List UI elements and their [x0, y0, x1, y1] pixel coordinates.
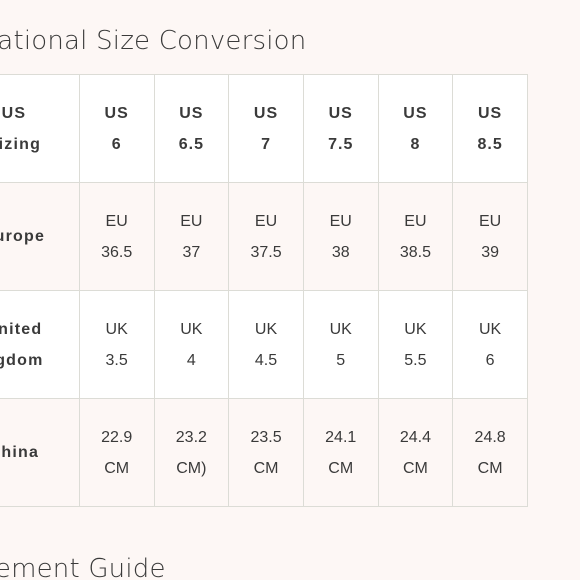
size-cell-text: UK: [453, 314, 527, 345]
size-cell-text: 5: [304, 345, 378, 376]
size-conversion-heading: ernational Size Conversion: [0, 26, 306, 56]
size-cell: 22.9 CM: [79, 399, 154, 507]
size-cell: 24.4 CM: [378, 399, 453, 507]
size-cell-text: CM): [155, 453, 229, 484]
size-cell-text: EU: [229, 206, 303, 237]
size-cell-text: 4: [155, 345, 229, 376]
row-label-text: ngdom: [0, 345, 79, 376]
size-cell: UK 4: [154, 291, 229, 399]
size-cell-text: UK: [155, 314, 229, 345]
size-cell: US 6: [79, 75, 154, 183]
size-cell-text: 5.5: [379, 345, 453, 376]
size-cell-text: EU: [453, 206, 527, 237]
size-cell: UK 4.5: [229, 291, 304, 399]
size-cell-text: 4.5: [229, 345, 303, 376]
size-cell: UK 3.5: [79, 291, 154, 399]
row-label-text: China: [0, 437, 79, 468]
size-cell-text: US: [304, 98, 378, 129]
size-cell-text: 24.1: [304, 422, 378, 453]
size-cell-text: EU: [379, 206, 453, 237]
row-label-text: United: [0, 314, 79, 345]
size-cell-text: 6.5: [155, 129, 229, 160]
size-cell-text: 6: [453, 345, 527, 376]
table-row: China22.9CM23.2CM)23.5CM24.1CM24.4CM24.8…: [0, 399, 528, 507]
size-cell-text: 24.8: [453, 422, 527, 453]
size-conversion-table: USSizingUS6US6.5US7US7.5US8US8.5EuropeEU…: [0, 74, 528, 507]
size-cell-text: US: [80, 98, 154, 129]
size-cell: US 8: [378, 75, 453, 183]
size-cell-text: EU: [80, 206, 154, 237]
size-cell-text: US: [453, 98, 527, 129]
size-cell-text: 38: [304, 237, 378, 268]
size-cell-text: UK: [229, 314, 303, 345]
size-cell-text: US: [229, 98, 303, 129]
size-cell-text: CM: [229, 453, 303, 484]
size-cell-text: 8: [379, 129, 453, 160]
size-cell: 24.8 CM: [453, 399, 528, 507]
size-cell: US 8.5: [453, 75, 528, 183]
size-cell-text: CM: [304, 453, 378, 484]
size-cell: EU 38.5: [378, 183, 453, 291]
size-cell: UK 6: [453, 291, 528, 399]
measurement-guide-heading: asurement Guide: [0, 554, 166, 580]
size-cell-text: EU: [155, 206, 229, 237]
size-cell: UK 5: [303, 291, 378, 399]
size-cell-text: 7.5: [304, 129, 378, 160]
size-cell-text: 6: [80, 129, 154, 160]
size-cell-text: CM: [453, 453, 527, 484]
size-cell-text: 3.5: [80, 345, 154, 376]
size-cell-text: CM: [379, 453, 453, 484]
size-cell-text: EU: [304, 206, 378, 237]
size-cell-text: US: [379, 98, 453, 129]
size-cell: EU 36.5: [79, 183, 154, 291]
size-cell-text: 38.5: [379, 237, 453, 268]
size-cell: US 6.5: [154, 75, 229, 183]
size-cell-text: CM: [80, 453, 154, 484]
size-cell-text: 23.2: [155, 422, 229, 453]
size-cell-text: 8.5: [453, 129, 527, 160]
size-cell: EU 39: [453, 183, 528, 291]
size-cell-text: US: [155, 98, 229, 129]
size-cell-text: UK: [80, 314, 154, 345]
size-cell: US 7.5: [303, 75, 378, 183]
size-cell-text: 22.9: [80, 422, 154, 453]
size-cell-text: UK: [379, 314, 453, 345]
size-cell: US 7: [229, 75, 304, 183]
row-label-cell: USSizing: [0, 75, 79, 183]
size-cell-text: 36.5: [80, 237, 154, 268]
size-cell-text: UK: [304, 314, 378, 345]
row-label-cell: Unitedngdom: [0, 291, 79, 399]
row-label-text: Europe: [0, 221, 79, 252]
size-cell-text: 7: [229, 129, 303, 160]
size-cell: 23.2 CM): [154, 399, 229, 507]
size-cell-text: 24.4: [379, 422, 453, 453]
size-cell: EU 38: [303, 183, 378, 291]
row-label-cell: Europe: [0, 183, 79, 291]
size-cell: 24.1 CM: [303, 399, 378, 507]
size-cell-text: 37.5: [229, 237, 303, 268]
size-cell: EU 37: [154, 183, 229, 291]
size-cell-text: 23.5: [229, 422, 303, 453]
size-cell-text: 37: [155, 237, 229, 268]
row-label-text: US: [0, 98, 79, 129]
size-cell: EU 37.5: [229, 183, 304, 291]
size-cell: UK 5.5: [378, 291, 453, 399]
row-label-cell: China: [0, 399, 79, 507]
size-cell: 23.5 CM: [229, 399, 304, 507]
size-cell-text: 39: [453, 237, 527, 268]
